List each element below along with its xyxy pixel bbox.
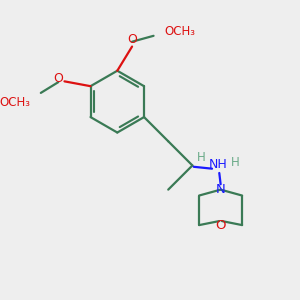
Text: O: O: [215, 219, 226, 232]
Text: O: O: [127, 33, 137, 46]
Text: O: O: [53, 72, 63, 85]
Text: H: H: [231, 156, 240, 169]
Text: NH: NH: [208, 158, 227, 171]
Text: OCH₃: OCH₃: [0, 96, 30, 109]
Text: OCH₃: OCH₃: [164, 25, 195, 38]
Text: H: H: [196, 152, 206, 164]
Text: N: N: [216, 183, 226, 196]
